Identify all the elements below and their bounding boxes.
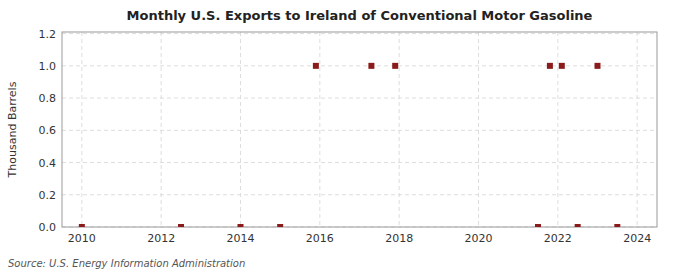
x-grid-line <box>319 32 320 227</box>
y-tick-label: 0.0 <box>39 221 57 234</box>
y-tick-label: 0.6 <box>39 124 57 137</box>
point <box>277 224 283 227</box>
point <box>575 224 581 227</box>
point <box>238 224 244 227</box>
y-tick-label: 1.2 <box>39 28 57 41</box>
x-tick-label: 2020 <box>465 232 493 245</box>
x-grid-line <box>557 32 558 227</box>
x-grid-line <box>478 32 479 227</box>
y-grid-line <box>62 194 657 195</box>
y-tick-label: 0.8 <box>39 92 57 105</box>
point <box>178 224 184 227</box>
x-grid-line <box>637 32 638 227</box>
y-grid-line <box>62 33 657 34</box>
marks <box>79 63 621 227</box>
x-tick-label: 2010 <box>68 232 96 245</box>
plot-area <box>62 32 657 227</box>
x-grid-line <box>240 32 241 227</box>
chart: 2010 2012 2014 2016 2018 2020 2022 2024 0.0 0.2 0.… <box>0 0 675 275</box>
y-grid-line <box>62 98 657 99</box>
point <box>368 63 374 69</box>
y-grid-line <box>62 130 657 131</box>
point <box>535 224 541 227</box>
x-grid-line <box>81 32 82 227</box>
point <box>595 63 601 69</box>
title: Monthly U.S. Exports to Ireland of Conve… <box>127 8 593 23</box>
source-note: Source: U.S. Energy Information Administ… <box>8 258 245 269</box>
x-grid-line <box>399 32 400 227</box>
point <box>614 224 620 227</box>
point <box>547 63 553 69</box>
x-tick-label: 2018 <box>385 232 413 245</box>
x-tick-label: 2014 <box>227 232 255 245</box>
y-tick-label: 0.2 <box>39 189 57 202</box>
point <box>313 63 319 69</box>
y-tick-label: 0.4 <box>39 157 57 170</box>
point <box>79 224 85 227</box>
x-tick-label: 2016 <box>306 232 334 245</box>
grid <box>62 32 657 227</box>
y-tick-label: 1.0 <box>39 60 57 73</box>
x-tick-label: 2024 <box>623 232 651 245</box>
y-grid-line <box>62 162 657 163</box>
x-tick-label: 2012 <box>147 232 175 245</box>
x-grid-line <box>161 32 162 227</box>
y-axis-label: Thousand Barrels <box>6 81 19 178</box>
plot-frame <box>62 32 657 227</box>
point <box>559 63 565 69</box>
x-tick-label: 2022 <box>544 232 572 245</box>
point <box>392 63 398 69</box>
y-grid-line <box>62 65 657 66</box>
